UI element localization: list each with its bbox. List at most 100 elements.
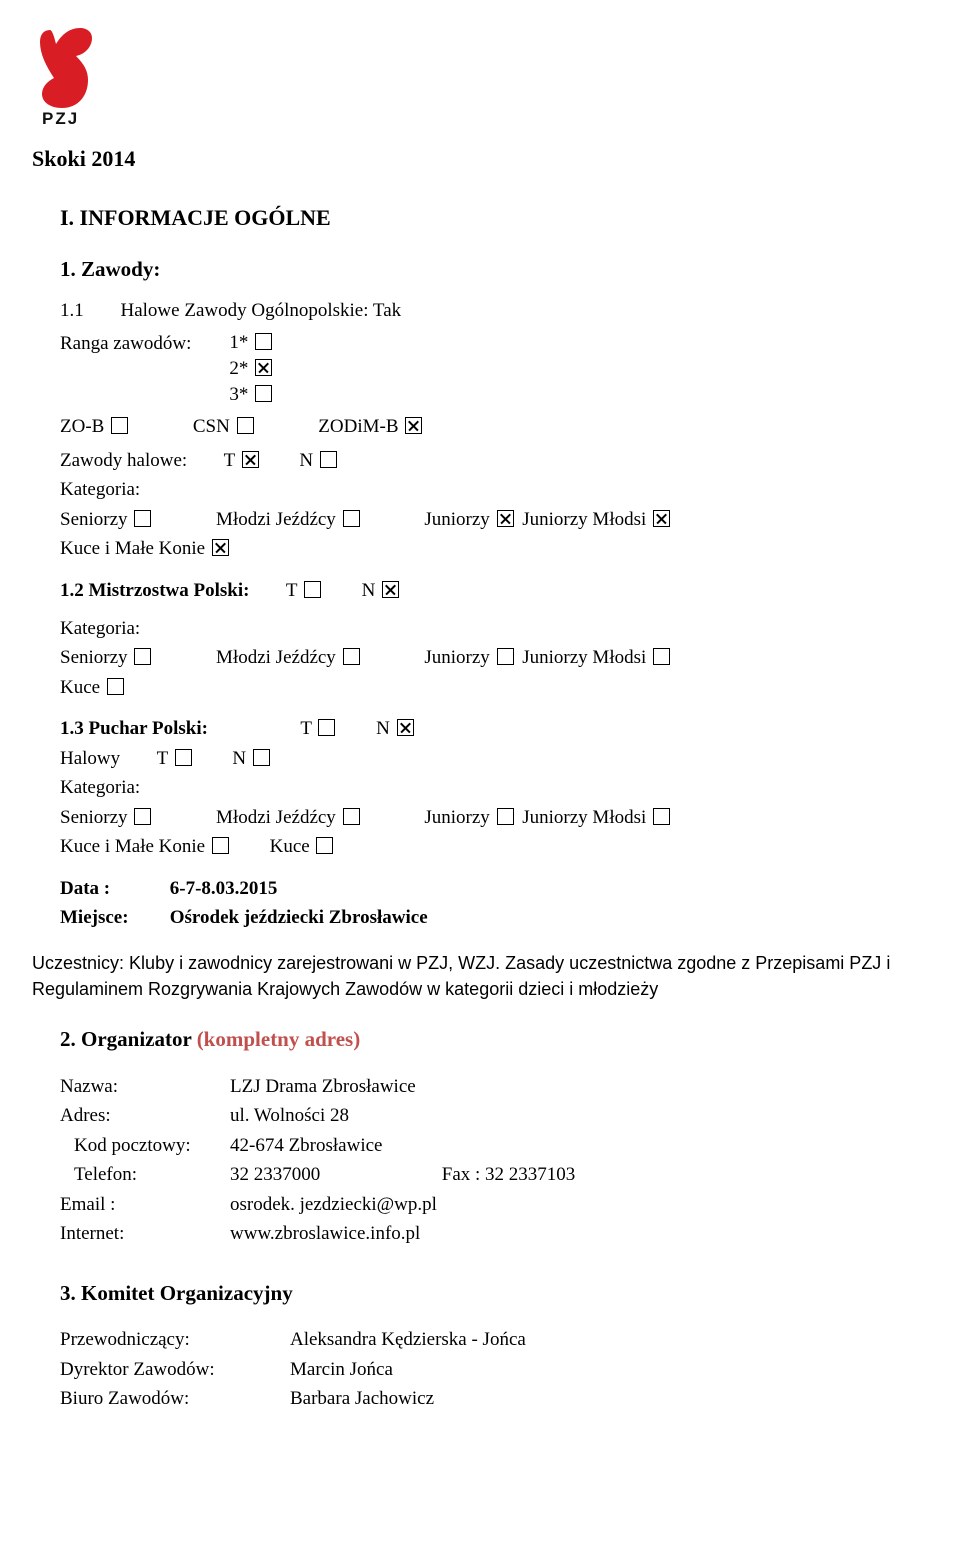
dyr-label: Dyrektor Zawodów:	[60, 1356, 290, 1384]
kod-value: 42-674 Zbrosławice	[230, 1132, 928, 1160]
k3-sen-label: Seniorzy	[60, 807, 128, 828]
k3-ml-checkbox	[343, 808, 360, 825]
kod-label: Kod pocztowy:	[60, 1132, 230, 1160]
k2-jun-label: Juniorzy	[424, 647, 489, 668]
nazwa-value: LZJ Drama Zbrosławice	[230, 1073, 928, 1101]
kategoria-2-label: Kategoria:	[60, 615, 928, 643]
section-3-title: 3. Komitet Organizacyjny	[60, 1278, 928, 1308]
biuro-label: Biuro Zawodów:	[60, 1385, 290, 1413]
hal-t-checkbox	[175, 749, 192, 766]
prz-value: Aleksandra Kędzierska - Jońca	[290, 1326, 928, 1354]
k1-junml-checkbox	[653, 510, 670, 527]
section-2-suffix: (kompletny adres)	[197, 1027, 361, 1051]
uczestnicy-text: Kluby i zawodnicy zarejestrowani w PZJ, …	[32, 953, 890, 999]
k3-kucemale-label: Kuce i Małe Konie	[60, 836, 205, 857]
zawody-heading: 1. Zawody:	[60, 254, 928, 284]
k1-ml-label: Młodzi Jeźdźcy	[216, 509, 336, 530]
mp-n-label: N	[362, 580, 376, 601]
zawody-halowe-label: Zawody halowe:	[60, 450, 187, 471]
line-1-1-num: 1.1	[60, 300, 84, 321]
k3-junml-label: Juniorzy Młodsi	[522, 807, 646, 828]
miejsce-label: Miejsce:	[60, 904, 165, 932]
star-1-checkbox	[255, 333, 272, 350]
biuro-value: Barbara Jachowicz	[290, 1385, 928, 1413]
zo-b-checkbox	[111, 417, 128, 434]
committee-table: Przewodniczący: Aleksandra Kędzierska - …	[60, 1326, 928, 1413]
k2-kuce-checkbox	[107, 678, 124, 695]
k2-ml-label: Młodzi Jeźdźcy	[216, 647, 336, 668]
k3-kucemale-checkbox	[212, 837, 229, 854]
k2-junml-checkbox	[653, 648, 670, 665]
mp-n-checkbox	[382, 581, 399, 598]
hal-n-checkbox	[253, 749, 270, 766]
star-3-checkbox	[255, 385, 272, 402]
k2-sen-label: Seniorzy	[60, 647, 128, 668]
halowy-label: Halowy	[60, 748, 120, 769]
email-label: Email :	[60, 1191, 230, 1219]
k3-ml-label: Młodzi Jeźdźcy	[216, 807, 336, 828]
uczestnicy-label: Uczestnicy:	[32, 953, 124, 973]
k3-kuce-label: Kuce	[270, 836, 310, 857]
line-1-2: 1.2 Mistrzostwa Polski:	[60, 580, 249, 601]
k2-jun-checkbox	[497, 648, 514, 665]
svg-text:PZJ: PZJ	[42, 109, 79, 128]
tel-value: 32 2337000	[230, 1164, 320, 1185]
fax-value: 32 2337103	[485, 1164, 575, 1185]
tel-label: Telefon:	[60, 1161, 230, 1189]
internet-label: Internet:	[60, 1220, 230, 1248]
k1-sen-checkbox	[134, 510, 151, 527]
kategoria-3-label: Kategoria:	[60, 774, 928, 802]
uczestnicy-block: Uczestnicy: Kluby i zawodnicy zarejestro…	[32, 950, 928, 1002]
email-value: osrodek. jezdziecki@wp.pl	[230, 1191, 928, 1219]
k1-jun-checkbox	[497, 510, 514, 527]
organizer-table: Nazwa: LZJ Drama Zbrosławice Adres: ul. …	[60, 1073, 928, 1248]
zodim-b-checkbox	[405, 417, 422, 434]
kategoria-1-label: Kategoria:	[60, 476, 928, 504]
hal-t-label: T	[157, 748, 168, 769]
section-2-title: 2. Organizator	[60, 1027, 191, 1051]
zo-b-label: ZO-B	[60, 416, 104, 437]
pp-n-label: N	[376, 718, 390, 739]
k3-kuce-checkbox	[316, 837, 333, 854]
k3-jun-label: Juniorzy	[424, 807, 489, 828]
ranga-label: Ranga zawodów:	[60, 330, 191, 358]
k3-sen-checkbox	[134, 808, 151, 825]
dyr-value: Marcin Jońca	[290, 1356, 928, 1384]
pzj-logo: PZJ	[32, 24, 928, 137]
internet-value: www.zbroslawice.info.pl	[230, 1220, 928, 1248]
star-2-label: 2*	[229, 358, 248, 379]
prz-label: Przewodniczący:	[60, 1326, 290, 1354]
k2-sen-checkbox	[134, 648, 151, 665]
title-skoki: Skoki 2014	[32, 143, 928, 175]
k3-jun-checkbox	[497, 808, 514, 825]
nazwa-label: Nazwa:	[60, 1073, 230, 1101]
fax-label: Fax :	[442, 1164, 481, 1185]
pp-t-checkbox	[318, 719, 335, 736]
n-label: N	[299, 450, 313, 471]
zodim-b-label: ZODiM-B	[318, 416, 398, 437]
t-label: T	[224, 450, 235, 471]
k2-kuce-label: Kuce	[60, 677, 100, 698]
data-label: Data :	[60, 875, 165, 903]
miejsce-value: Ośrodek jeździecki Zbrosławice	[170, 907, 428, 928]
pp-t-label: T	[300, 718, 311, 739]
hal-n-label: N	[232, 748, 246, 769]
k1-kuce-label: Kuce i Małe Konie	[60, 538, 205, 559]
adres-value: ul. Wolności 28	[230, 1102, 928, 1130]
k1-junml-label: Juniorzy Młodsi	[522, 509, 646, 530]
k1-kuce-checkbox	[212, 539, 229, 556]
line-1-1-text: Halowe Zawody Ogólnopolskie: Tak	[121, 300, 402, 321]
pp-n-checkbox	[397, 719, 414, 736]
k1-sen-label: Seniorzy	[60, 509, 128, 530]
zh-t-checkbox	[242, 451, 259, 468]
data-value: 6-7-8.03.2015	[170, 878, 278, 899]
k2-junml-label: Juniorzy Młodsi	[522, 647, 646, 668]
k3-junml-checkbox	[653, 808, 670, 825]
line-1-3: 1.3 Puchar Polski:	[60, 718, 208, 739]
k2-ml-checkbox	[343, 648, 360, 665]
csn-checkbox	[237, 417, 254, 434]
k1-ml-checkbox	[343, 510, 360, 527]
star-1-label: 1*	[229, 332, 248, 353]
csn-label: CSN	[193, 416, 230, 437]
zh-n-checkbox	[320, 451, 337, 468]
